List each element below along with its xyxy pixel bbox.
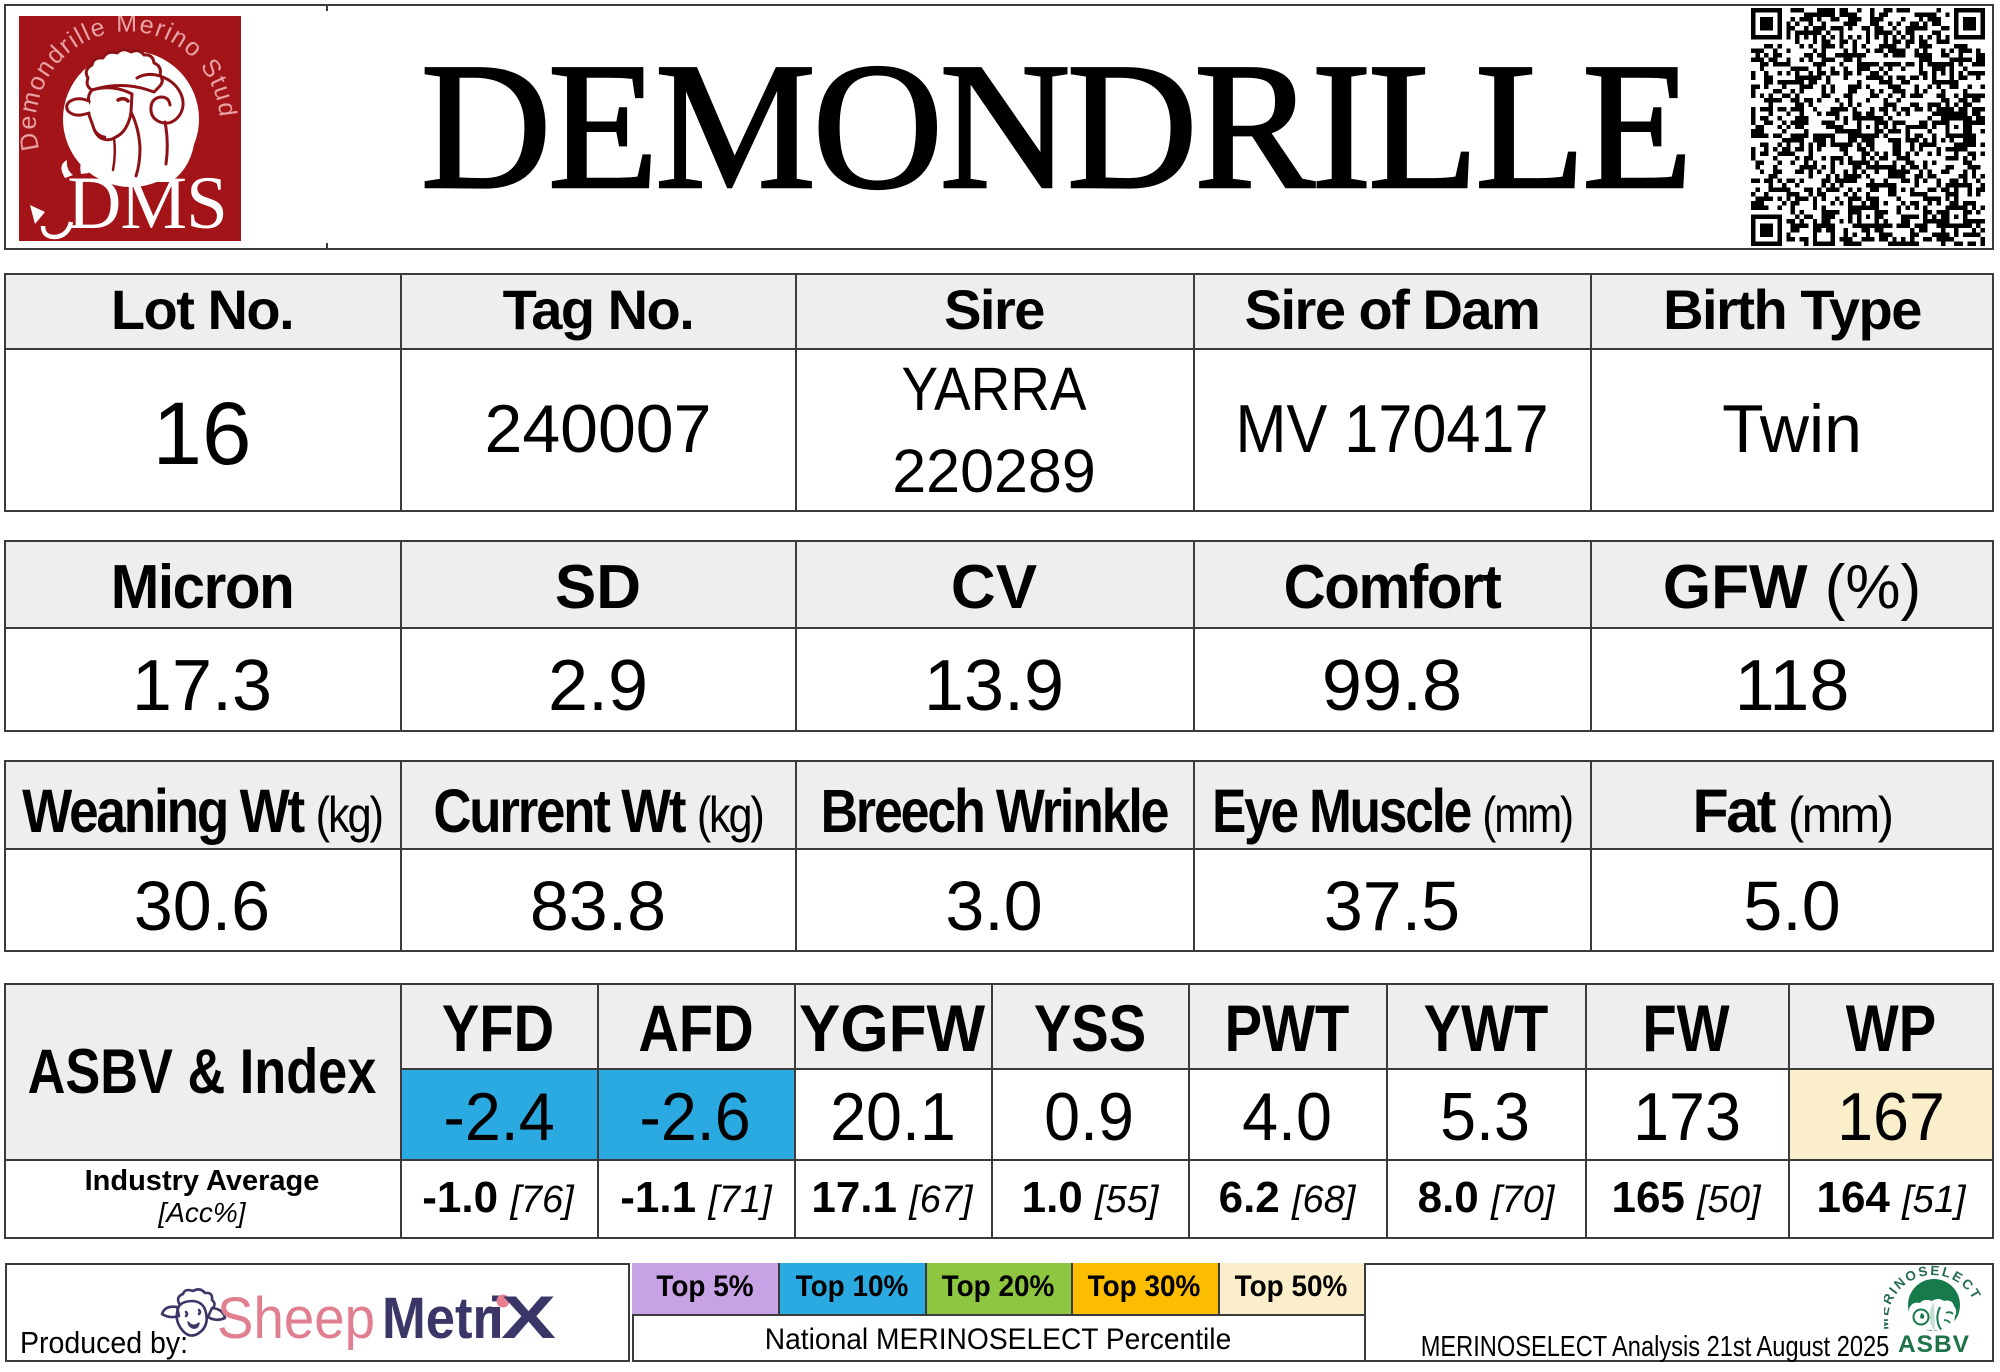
svg-text:X: X [501, 1288, 556, 1351]
svg-text:Metr: Metr [382, 1288, 493, 1351]
svg-text:Sheep: Sheep [217, 1288, 375, 1351]
svg-text:ASBV: ASBV [1898, 1331, 1970, 1358]
svg-text:DMS: DMS [67, 162, 227, 241]
